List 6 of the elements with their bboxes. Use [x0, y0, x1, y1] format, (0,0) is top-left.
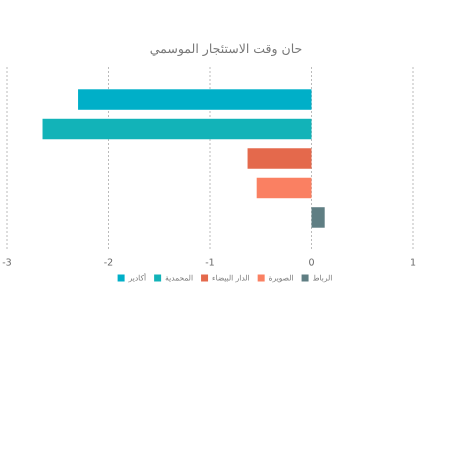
x-tick-label: -3 — [2, 257, 12, 268]
x-tick-label: 1 — [410, 257, 416, 268]
chart-title: حان وقت الاستئجار الموسمي — [150, 41, 302, 57]
x-tick-label: 0 — [308, 257, 315, 268]
x-tick-label: -1 — [205, 257, 215, 268]
x-tick-label: -2 — [104, 257, 114, 268]
